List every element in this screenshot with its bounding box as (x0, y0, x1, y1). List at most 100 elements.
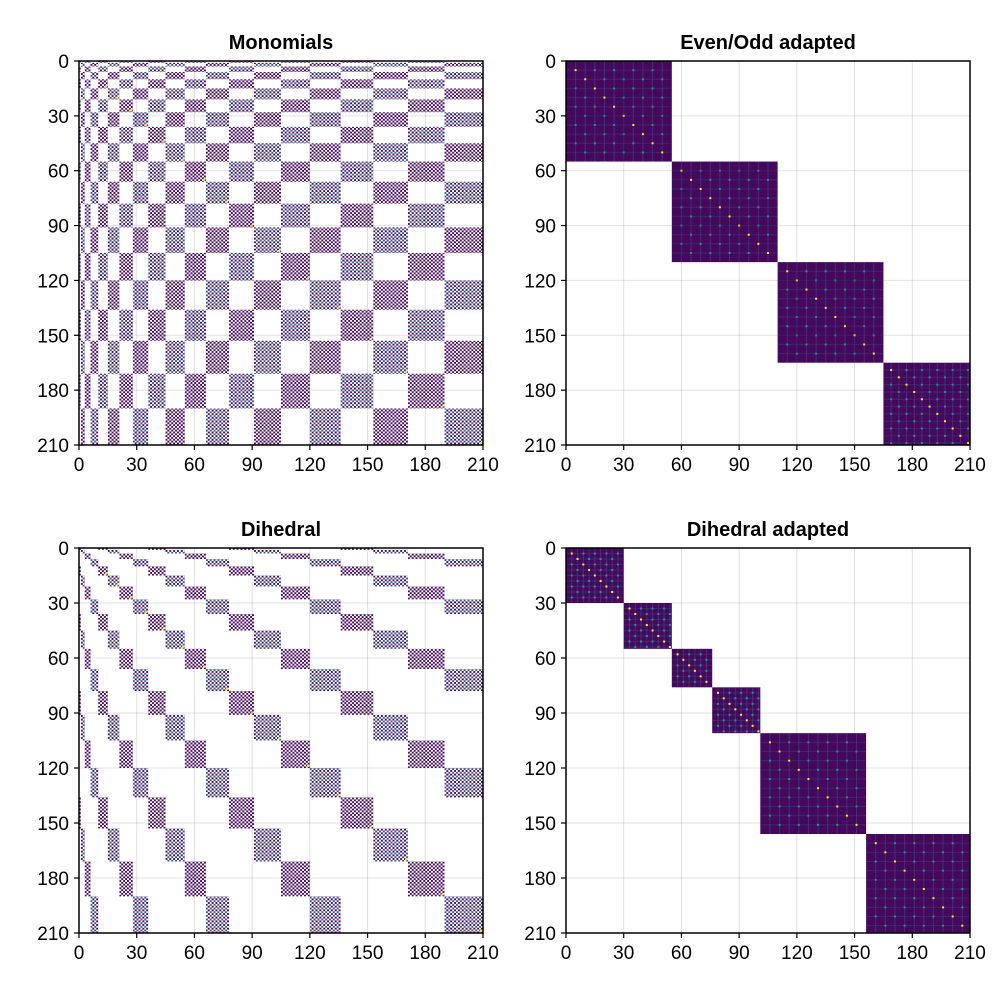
block-dot (734, 730, 737, 733)
block-dot (890, 398, 893, 401)
heatmap-block (98, 614, 108, 631)
heatmap-block (90, 62, 99, 67)
block-dot (913, 915, 916, 918)
heatmap-block (205, 599, 230, 614)
heatmap-block (373, 408, 408, 445)
heatmap-block (165, 575, 185, 587)
block-dot (640, 629, 643, 632)
block-dot (680, 169, 683, 172)
block-dot (928, 434, 931, 437)
block-dot (836, 805, 839, 808)
heatmap-block (79, 253, 81, 281)
block-dot (805, 306, 808, 309)
block-dot (699, 206, 702, 209)
heatmap-highlight (116, 583, 119, 586)
heatmap-block (340, 61, 374, 63)
heatmap-block (281, 253, 310, 281)
block-dot (651, 105, 654, 108)
heatmap-block (84, 61, 91, 63)
block-dot (967, 398, 970, 401)
block-dot (942, 888, 945, 890)
x-tick-label: 150 (352, 455, 384, 476)
heatmap-block (407, 861, 445, 897)
block-dot (913, 390, 916, 393)
heatmap-highlight (251, 711, 254, 714)
block-dot (913, 434, 916, 437)
heatmap-block (309, 181, 341, 204)
heatmap-block (309, 112, 341, 127)
heatmap-block (79, 66, 81, 72)
block-dot (951, 915, 954, 918)
heatmap-block (132, 896, 149, 933)
block-dot (668, 613, 671, 615)
block-dot (826, 796, 829, 799)
heatmap-block (309, 559, 341, 567)
block-dot (634, 646, 637, 648)
block-dot (768, 778, 771, 780)
block-dot (845, 814, 848, 817)
block-dot (778, 768, 781, 771)
heatmap-block (184, 648, 206, 669)
heatmap-block (90, 227, 99, 253)
heatmap-block (98, 99, 108, 113)
heatmap-block (281, 161, 310, 182)
block-dot (874, 860, 877, 863)
block-dot (603, 96, 606, 99)
block-dot (757, 206, 760, 209)
block-dot (576, 591, 579, 593)
heatmap-highlight (145, 123, 148, 126)
block-dot (913, 897, 916, 900)
heatmap-block (80, 575, 85, 587)
heatmap-highlight (370, 337, 373, 340)
block-dot (682, 658, 685, 661)
heatmap-block (148, 66, 166, 72)
heatmap-block (132, 280, 149, 310)
heatmap-block (229, 161, 255, 182)
block-dot (920, 442, 923, 445)
x-tick-label: 120 (781, 943, 813, 964)
heatmap-block (254, 143, 281, 162)
y-tick-label: 90 (48, 217, 69, 238)
y-tick-label: 180 (524, 869, 556, 890)
heatmap-block (107, 714, 120, 741)
heatmap-block (107, 549, 120, 554)
heatmap-block (254, 828, 281, 862)
heatmap-block (84, 126, 91, 144)
block-dot (836, 750, 839, 753)
heatmap-block (90, 559, 99, 567)
heatmap-block (119, 740, 133, 768)
block-dot (605, 563, 608, 566)
block-dot (863, 270, 866, 273)
block-dot (593, 552, 596, 555)
block-dot (722, 697, 725, 700)
y-tick-label: 210 (524, 924, 556, 945)
heatmap-block (254, 408, 281, 445)
block-dot (693, 658, 696, 661)
heatmap-block (373, 280, 408, 310)
block-dot (616, 563, 619, 566)
heatmap-block (148, 566, 166, 576)
block-dot (786, 306, 789, 309)
heatmap-block (148, 691, 166, 715)
x-tick-label: 180 (409, 455, 441, 476)
heatmap-block (373, 112, 408, 127)
heatmap-block (340, 691, 374, 715)
heatmap-block (132, 112, 149, 127)
block-dot (815, 279, 818, 282)
block-dot (843, 325, 846, 328)
panel-title-monomials: Monomials (229, 32, 333, 54)
block-dot (936, 412, 939, 415)
block-dot (788, 796, 791, 799)
block-dot (922, 851, 925, 854)
heatmap-block (184, 126, 206, 144)
heatmap-block (444, 768, 483, 798)
block-dot (815, 297, 818, 300)
heatmap-block (98, 161, 108, 182)
heatmap-block (165, 112, 185, 127)
block-dot (788, 759, 791, 762)
block-dot (651, 87, 654, 90)
heatmap-block (132, 599, 149, 614)
heatmap-highlight (181, 645, 184, 648)
block-dot (855, 823, 858, 826)
